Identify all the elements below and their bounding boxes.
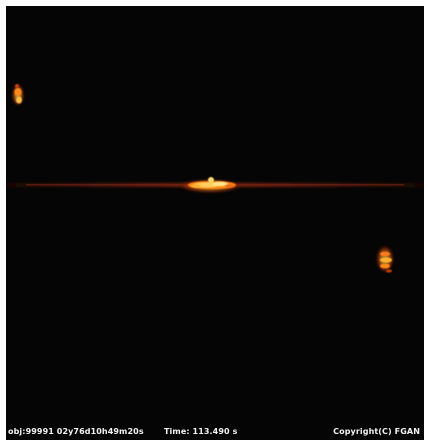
image-caption-bar: obj:99991 02y76d10h49m20s Time: 113.490 … [6, 422, 424, 440]
right-echo [376, 245, 394, 273]
central-echo [178, 177, 242, 193]
copyright-label: Copyright(C) FGAN [333, 427, 420, 436]
time-label: Time: 113.490 s [164, 427, 238, 436]
radar-image [6, 84, 424, 273]
top-left-echo [12, 84, 24, 106]
object-id-label: obj:99991 02y76d10h49m20s [8, 427, 144, 436]
radar-image-viewport: obj:99991 02y76d10h49m20s Time: 113.490 … [6, 6, 424, 440]
